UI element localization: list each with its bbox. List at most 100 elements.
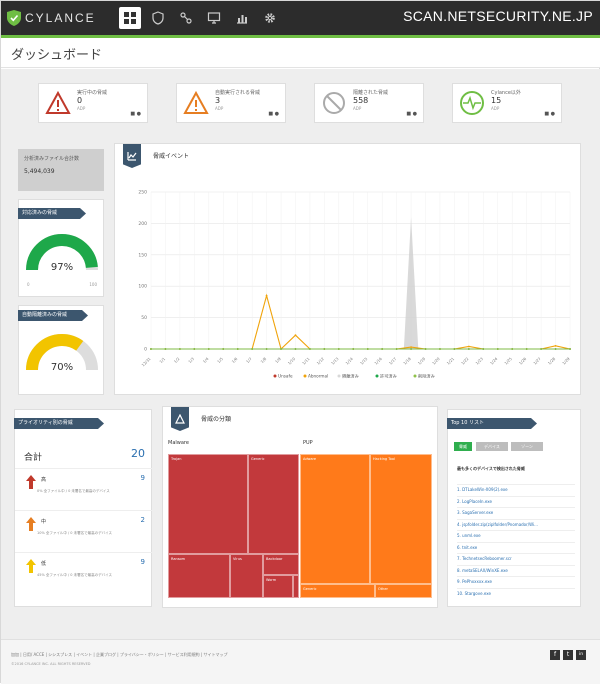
treemap-cell-ransom[interactable]: Ransom (168, 554, 230, 598)
data-point (496, 348, 499, 350)
stat-label: 隔離された脅威 (353, 90, 389, 96)
data-point (395, 348, 398, 350)
series-area-quarantined (151, 217, 570, 349)
stat-label: 自動実行される脅威 (215, 90, 261, 96)
priority-row-medium[interactable]: 中 2 10% 全ファイル中 / 0 未署名で最高のデバイス (15, 510, 153, 550)
legend-marker (413, 374, 417, 378)
data-point (410, 346, 412, 349)
total-value[interactable]: 20 (131, 447, 145, 460)
tab-zones[interactable]: ゾーン (511, 442, 543, 451)
footer-copyright: ©2016 CYLANCE INC. ALL RIGHTS RESERVED (11, 662, 91, 666)
data-point (178, 348, 181, 350)
data-point (251, 348, 254, 350)
settings-icon (265, 13, 275, 23)
x-tick-label: 1/23 (474, 356, 484, 366)
top10-file-item[interactable]: 7. TechnetsecReboomer.scr (457, 553, 575, 563)
cylance-logo[interactable]: CYLANCE (7, 9, 96, 27)
treemap-cell-generic-pup[interactable]: Generic (300, 584, 375, 598)
legend-marker (375, 374, 379, 378)
twitter-icon[interactable]: t (563, 650, 573, 660)
footer: 加加 | 日用/ ACCE | シシスプレス | イベント | 企業ブログ | … (1, 639, 600, 684)
top10-file-item[interactable]: 6. tnit.exe (457, 541, 575, 552)
gauge-min: 0 (27, 282, 30, 287)
legend-label: Unsafe (278, 374, 293, 379)
top10-file-item[interactable]: 2. LogPlaceIn.exe (457, 495, 575, 506)
gauge-card-resolved[interactable]: 対応済みの脅威 97% 0 100 (18, 199, 104, 297)
stat-card-quarantined-threats[interactable]: 隔離された脅威 558 ADP ■ ● (314, 83, 424, 123)
x-tick-label: 1/20 (431, 356, 441, 366)
tab-threats[interactable]: 脅威 (454, 442, 472, 451)
priority-label: 中 (41, 519, 47, 525)
x-tick-label: 1/4 (202, 356, 210, 364)
y-tick-label: 100 (138, 284, 147, 290)
gauge-title: 自動隔離済みの脅威 (18, 310, 88, 321)
top10-file-item[interactable]: 3. SagaServer.exe (457, 507, 575, 517)
treemap-cell-trojan[interactable]: Trojan (168, 454, 248, 554)
nav-policy[interactable] (175, 7, 197, 29)
stat-card-non-cylance[interactable]: Cylance以外 15 ADP ■ ● (452, 83, 562, 123)
nav-settings[interactable] (259, 7, 281, 29)
data-point (309, 348, 311, 350)
arrow-up-icon (26, 517, 36, 531)
linkedin-icon[interactable]: in (576, 650, 586, 660)
data-point (482, 348, 485, 350)
x-tick-label: 1/14 (344, 356, 354, 366)
x-tick-label: 1/8 (259, 356, 267, 364)
x-tick-label: 1/15 (359, 356, 369, 366)
legend-label: Abnormal (308, 374, 328, 379)
nav-reports[interactable] (231, 7, 253, 29)
top10-file-item[interactable]: 1. DTLakeWin-X09(2).exe (457, 484, 575, 494)
facebook-icon[interactable]: f (550, 650, 560, 660)
source-watermark: SCAN.NETSECURITY.NE.JP (403, 8, 593, 24)
data-point (323, 348, 326, 350)
nav-devices[interactable] (203, 7, 225, 29)
group-label-malware: Malware (168, 440, 189, 446)
legend-label: 削除済み (418, 373, 435, 380)
x-tick-label: 1/25 (503, 356, 513, 366)
data-point (352, 348, 355, 350)
panel-icon (171, 407, 189, 431)
dashboard-icon (124, 12, 136, 24)
top10-file-item[interactable]: 4. jspfolder.zip(ziplfolder/Pnomador/Wi.… (457, 518, 575, 529)
legend-marker (303, 374, 307, 378)
top10-file-item[interactable]: 9. PePhxxxxx.exe (457, 576, 575, 586)
data-point (453, 348, 456, 350)
stat-card-running-threats[interactable]: 実行中の脅威 0 ADP ■ ● (38, 83, 148, 123)
treemap-cell-other-malware[interactable] (293, 575, 299, 598)
legend-marker (337, 374, 341, 378)
x-tick-label: 1/12 (316, 356, 326, 366)
x-tick-label: 1/6 (231, 356, 239, 364)
treemap-cell-virus[interactable]: Virus (230, 554, 263, 598)
page-header: ダッシュボード (1, 38, 600, 68)
accent-line (1, 35, 600, 38)
top10-file-item[interactable]: 8. metaSELAX/WinXE.exe (457, 564, 575, 575)
priority-row-high[interactable]: 高 9 0% 全ファイル中 / 0 未署名で最高のデバイス (15, 468, 153, 508)
priority-row-low[interactable]: 低 9 45% 全ファイル中 / 0 未署名で最高のデバイス (15, 552, 153, 592)
treemap-cell-backdoor[interactable]: Backdoor (263, 554, 299, 575)
stat-card-autorun-threats[interactable]: 自動実行される脅威 3 ADP ■ ● (176, 83, 286, 123)
priority-panel: プライオリティ別の脅威 合計 20 高 9 0% 全ファイル中 / 0 未署名で… (14, 409, 153, 607)
legend-marker (273, 374, 277, 378)
x-tick-label: 1/21 (446, 356, 456, 366)
nav-dashboard[interactable] (119, 7, 141, 29)
classification-title: 脅威の分類 (201, 416, 232, 423)
treemap-cell-other-pup[interactable]: Other (375, 584, 432, 598)
treemap-cell-generic-malware[interactable]: Generic (248, 454, 299, 554)
treemap-cell-hacking-tool[interactable]: Hacking Tool (370, 454, 432, 584)
gauge-card-auto-quarantined[interactable]: 自動隔離済みの脅威 70% (18, 305, 104, 395)
treemap-cell-adware[interactable]: Adware (300, 454, 370, 584)
priority-value: 2 (140, 516, 145, 524)
nav-protection[interactable] (147, 7, 169, 29)
stat-label: Cylance以外 (491, 90, 521, 96)
panel-icon (123, 144, 141, 168)
data-point (569, 348, 571, 350)
top10-file-item[interactable]: 5. unml.exe (457, 530, 575, 540)
top10-file-item[interactable]: 10. Stargove.exe (457, 587, 575, 598)
pager-dots: ■ ● (406, 111, 417, 117)
treemap-cell-worm[interactable]: Worm (263, 575, 293, 598)
tab-devices[interactable]: デバイス (476, 442, 508, 451)
footer-links[interactable]: 加加 | 日用/ ACCE | シシスプレス | イベント | 企業ブログ | … (11, 652, 228, 657)
stat-value: 0 (77, 96, 83, 105)
x-tick-label: 1/7 (245, 356, 253, 364)
